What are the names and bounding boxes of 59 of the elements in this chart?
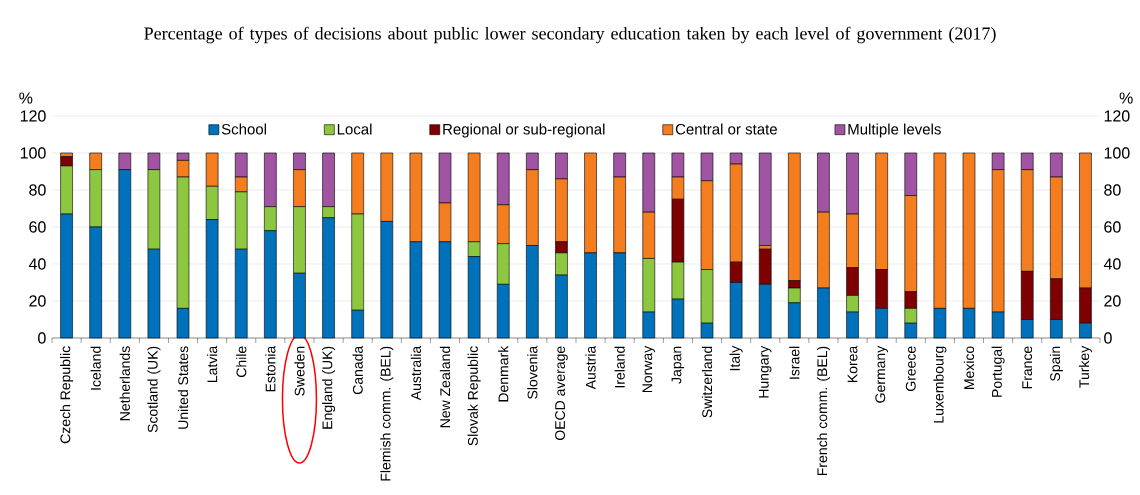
x-tick-label: French comm. (BEL) xyxy=(816,346,830,476)
y-tick-label: 60 xyxy=(29,221,46,233)
x-tick-label: Italy xyxy=(729,345,743,371)
legend-label: Multiple levels xyxy=(848,123,941,138)
x-tick-label: Latvia xyxy=(206,345,218,382)
x-tick-label: Ireland xyxy=(614,346,625,388)
x-tick-label: Scotland (UK) xyxy=(147,346,161,433)
x-tick-label: Chile xyxy=(236,346,247,377)
x-tick-label: Spain xyxy=(1049,346,1063,381)
x-tick-label: New Zealand xyxy=(439,346,451,428)
legend-label: School xyxy=(221,123,266,135)
x-tick-label: Canada xyxy=(352,345,363,395)
x-tick-label: Germany xyxy=(875,345,888,403)
x-tick-label: Turkey xyxy=(1078,345,1092,388)
y2-tick-label: 20 xyxy=(1104,295,1121,307)
x-tick-label: Mexico xyxy=(963,346,975,389)
bar xyxy=(758,152,772,246)
y-tick-label: 20 xyxy=(29,295,46,307)
y2-axis-title: % xyxy=(1119,92,1133,104)
y2-tick-label: 60 xyxy=(1104,221,1121,233)
x-tick-label: Estonia xyxy=(265,345,276,392)
y2-tick-label: 120 xyxy=(1104,110,1130,122)
x-tick-label: Slovenia xyxy=(527,345,538,399)
x-tick-label: Netherlands xyxy=(119,346,130,421)
x-tick-label: United States xyxy=(177,346,189,429)
x-tick-label: Iceland xyxy=(90,346,101,390)
legend-label: Central or state xyxy=(675,123,777,135)
x-tick-label: England (UK) xyxy=(322,346,336,429)
y-tick-label: 120 xyxy=(20,110,46,122)
x-tick-label: Japan xyxy=(671,346,685,384)
y2-tick-label: 40 xyxy=(1103,258,1121,270)
y2-tick-label: 100 xyxy=(1104,147,1130,159)
x-tick-label: Czech Republic xyxy=(60,346,74,444)
y-tick-label: 80 xyxy=(29,184,46,196)
x-tick-label: Austria xyxy=(585,345,596,390)
x-tick-label: Luxembourg xyxy=(933,346,947,423)
y2-tick-label: 0 xyxy=(1104,332,1112,344)
y-tick-label: 100 xyxy=(20,147,46,159)
x-tick-label: OECD average xyxy=(555,346,568,441)
chart-title: Percentage of types of decisions about public lower secondary education taken by each level of government (2017) xyxy=(144,26,996,44)
x-tick-label: Portugal xyxy=(991,346,1005,397)
x-tick-label: Hungary xyxy=(758,345,772,398)
x-tick-label: Denmark xyxy=(498,345,509,402)
x-tick-label: Australia xyxy=(410,345,422,401)
legend-label: Local xyxy=(337,123,372,135)
legend-label: Regional or sub-regional xyxy=(443,123,605,138)
y2-tick-label: 80 xyxy=(1104,184,1121,196)
y-tick-label: 40 xyxy=(28,258,46,270)
x-tick-label: Sweden xyxy=(294,346,305,396)
x-tick-label: Flemish comm. (BEL) xyxy=(380,346,394,481)
x-tick-label: Greece xyxy=(905,346,916,391)
x-tick-label: Switzerland xyxy=(701,346,713,418)
x-tick-label: Norway xyxy=(642,345,656,393)
y-axis-title: % xyxy=(19,92,33,104)
x-tick-label: Israel xyxy=(789,346,800,379)
x-tick-label: France xyxy=(1022,346,1033,389)
x-tick-label: Korea xyxy=(847,345,858,382)
y-tick-label: 0 xyxy=(38,332,46,344)
x-tick-label: Slovak Republic xyxy=(467,346,481,446)
